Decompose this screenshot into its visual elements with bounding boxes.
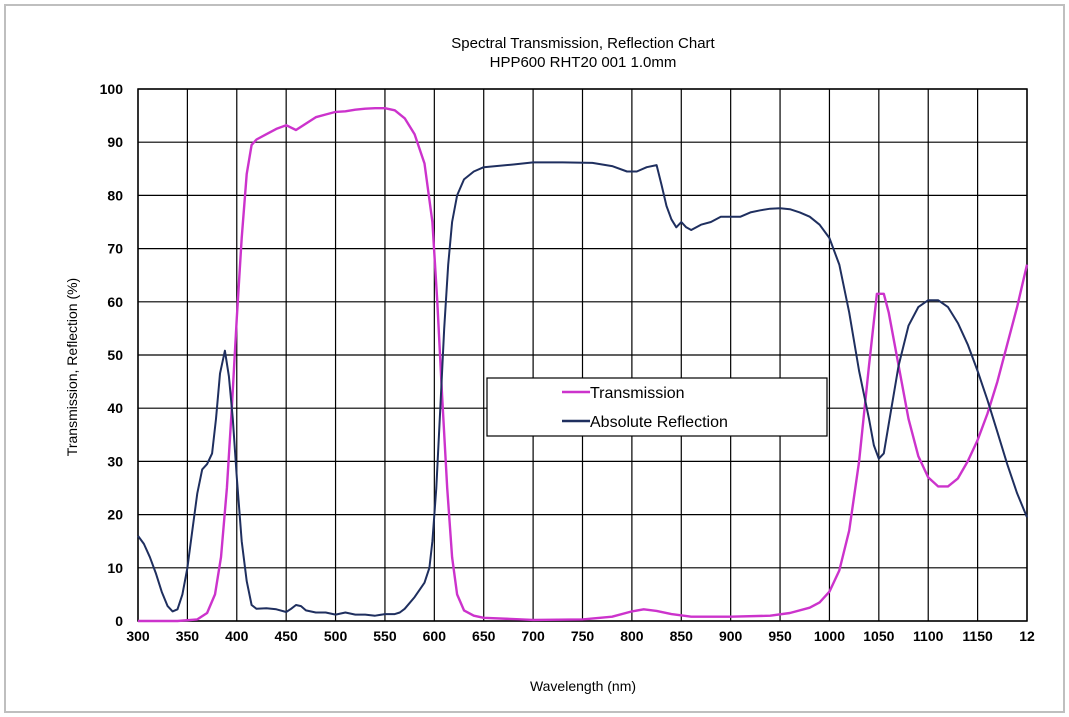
- legend: Transmission Absolute Reflection: [486, 377, 828, 437]
- x-tick-label: 600: [423, 628, 447, 644]
- x-tick-label: 850: [670, 628, 694, 644]
- legend-box: [486, 377, 828, 437]
- chart-subtitle: HPP600 RHT20 001 1.0mm: [490, 54, 677, 71]
- absolute-reflection-line: [137, 161, 1028, 617]
- y-tick-label: 80: [107, 187, 123, 203]
- y-tick-label: 90: [107, 134, 123, 150]
- grid: [137, 88, 1028, 622]
- y-axis-label: Transmission, Reflection (%): [64, 278, 80, 456]
- y-tick-label: 10: [107, 560, 123, 576]
- x-tick-label: 750: [571, 628, 595, 644]
- chart-frame: [4, 4, 1065, 713]
- x-tick-label: 450: [274, 628, 298, 644]
- x-tick-label: 1050: [863, 628, 894, 644]
- series-lines: [137, 107, 1029, 623]
- y-tick-label: 100: [100, 81, 124, 97]
- x-axis-label: Wavelength (nm): [530, 678, 636, 694]
- x-tick-label: 900: [719, 628, 743, 644]
- y-tick-label: 0: [115, 613, 123, 629]
- plot-border: [137, 88, 1028, 622]
- y-tick-label: 30: [107, 453, 123, 469]
- x-tick-label: 300: [126, 628, 150, 644]
- transmission-line: [138, 107, 1029, 623]
- x-tick-label: 1100: [913, 628, 944, 644]
- y-tick-label: 60: [107, 294, 123, 310]
- x-tick-label: 700: [521, 628, 545, 644]
- y-tick-label: 50: [107, 347, 123, 363]
- tick-labels: 300 350 400 450 500 550 600 650 700 750 800 850 900 9…: [100, 81, 1035, 644]
- x-tick-label: 12: [1019, 628, 1035, 644]
- y-tick-label: 20: [107, 507, 123, 523]
- x-tick-label: 350: [176, 628, 200, 644]
- x-tick-label: 800: [620, 628, 644, 644]
- y-tick-label: 40: [107, 400, 123, 416]
- chart-title: Spectral Transmission, Reflection Chart: [451, 35, 715, 52]
- x-tick-label: 400: [225, 628, 249, 644]
- legend-label: Absolute Reflection: [590, 414, 728, 431]
- x-tick-label: 1000: [814, 628, 845, 644]
- legend-label: Transmission: [590, 385, 685, 402]
- x-tick-label: 950: [768, 628, 792, 644]
- x-tick-label: 500: [324, 628, 348, 644]
- x-tick-label: 650: [472, 628, 496, 644]
- y-tick-label: 70: [107, 241, 123, 257]
- x-tick-label: 1150: [962, 628, 993, 644]
- x-tick-label: 550: [373, 628, 397, 644]
